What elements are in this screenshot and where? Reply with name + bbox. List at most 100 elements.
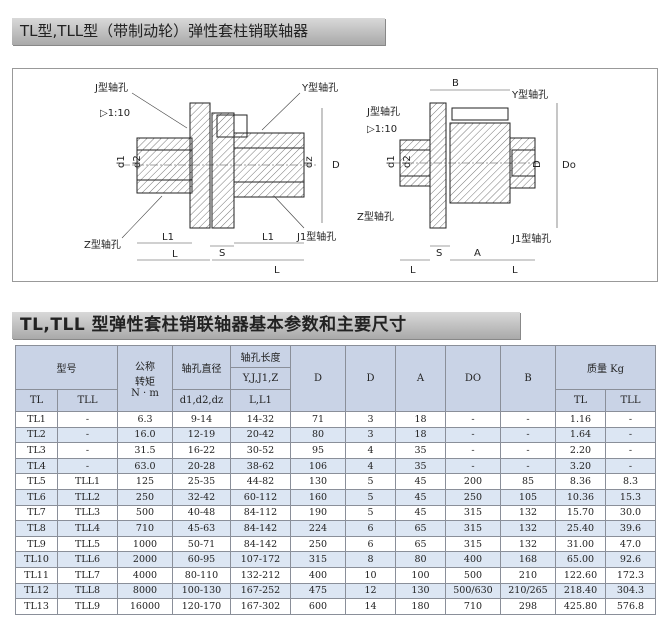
- table-cell: 710: [445, 598, 501, 615]
- table-cell: 92.6: [605, 551, 656, 568]
- table-cell: 14-32: [230, 411, 291, 428]
- table-cell: 107-172: [230, 551, 291, 568]
- table-row: TL1-6.3 9-14 14-32 71 3 18- -1.16-: [15, 411, 656, 428]
- drawing-label: dz: [304, 156, 315, 168]
- table-cell: 16000: [117, 598, 173, 615]
- header-cell: TL: [555, 389, 606, 412]
- table-cell: 39.6: [605, 520, 656, 537]
- table-cell: 250: [117, 488, 173, 506]
- table-cell: 132-212: [230, 566, 291, 584]
- drawing-label: S: [436, 248, 442, 259]
- table-cell: 315: [445, 520, 501, 537]
- table-cell: 105: [500, 488, 556, 506]
- table-row: TL11 TLL7 4000 80-110 132-212 400 10 100 500 210 1…: [15, 566, 656, 584]
- table-cell: -: [445, 457, 501, 475]
- table-cell: 38-62: [230, 457, 291, 475]
- table-cell: 6.3: [117, 411, 173, 428]
- table-cell: 65: [395, 520, 446, 537]
- table-cell: 30-52: [230, 442, 291, 459]
- table-cell: 63.0: [117, 457, 173, 475]
- table-cell: 8.36: [555, 473, 606, 490]
- table-cell: 95: [290, 442, 346, 459]
- table-cell: 45-63: [172, 520, 231, 537]
- header-cell: 轴孔直径: [172, 345, 231, 390]
- parameter-table: 型号 公称 转矩 N · m 轴孔直径 轴孔长度 D D A DO B 质量 K…: [15, 345, 656, 615]
- table-cell: 45: [395, 504, 446, 522]
- table-cell: 120-170: [172, 598, 231, 615]
- table-cell: 400: [445, 551, 501, 568]
- table-cell: 20-42: [230, 426, 291, 444]
- table-cell: 80: [395, 551, 446, 568]
- table-row: TL13 TLL9 16000 120-170 167-302 600 14 180 710 29…: [15, 598, 656, 615]
- table-cell: TL10: [15, 551, 58, 568]
- table-cell: TL4: [15, 457, 58, 475]
- header-cell: 型号: [15, 345, 118, 390]
- table-body: TL1-6.3 9-14 14-32 71 3 18- -1.16- TL2-16.0 12-1…: [15, 411, 656, 615]
- drawing-label: S: [219, 248, 225, 259]
- table-cell: 60-112: [230, 488, 291, 506]
- table-cell: 315: [445, 535, 501, 553]
- header-cell: DO: [445, 345, 501, 412]
- table-cell: TLL7: [57, 566, 118, 584]
- table-cell: 25-35: [172, 473, 231, 490]
- table-cell: 9-14: [172, 411, 231, 428]
- table-cell: -: [445, 426, 501, 444]
- table-row: TL4-63.0 20-28 38-62 106 4 35- -3.20-: [15, 457, 656, 475]
- table-cell: 210/265: [500, 582, 556, 600]
- table-cell: 31.00: [555, 535, 606, 553]
- table-cell: 218.40: [555, 582, 606, 600]
- table-cell: -: [57, 457, 118, 475]
- table-row: TL9 TLL5 1000 50-71 84-142 250 6 65 315 132 31.00 4…: [15, 535, 656, 553]
- table-cell: 180: [395, 598, 446, 615]
- table-cell: 475: [290, 582, 346, 600]
- table-row: TL3-31.5 16-22 30-52 95 4 35- -2.20-: [15, 442, 656, 459]
- table-cell: 172.3: [605, 566, 656, 584]
- header-cell: 质量 Kg: [555, 345, 656, 390]
- table-cell: 16.0: [117, 426, 173, 444]
- table-cell: 18: [395, 411, 446, 428]
- table-cell: 6: [345, 535, 396, 553]
- table-cell: 30.0: [605, 504, 656, 522]
- table-cell: 167-252: [230, 582, 291, 600]
- table-cell: TL6: [15, 488, 58, 506]
- table-cell: 3: [345, 426, 396, 444]
- table-cell: 132: [500, 535, 556, 553]
- title-banner: TL型,TLL型（带制动轮）弹性套柱销联轴器: [12, 18, 385, 45]
- table-cell: 224: [290, 520, 346, 537]
- table-row: TL12 TLL8 8000 100-130 167-252 475 12 130 500/63…: [15, 582, 656, 600]
- table-cell: TL1: [15, 411, 58, 428]
- table-cell: 122.60: [555, 566, 606, 584]
- table-cell: 65.00: [555, 551, 606, 568]
- table-cell: 190: [290, 504, 346, 522]
- table-cell: 100-130: [172, 582, 231, 600]
- table-cell: TLL5: [57, 535, 118, 553]
- table-cell: TLL1: [57, 473, 118, 490]
- header-cell: A: [395, 345, 446, 412]
- table-cell: 425.80: [555, 598, 606, 615]
- table-cell: 5: [345, 488, 396, 506]
- table-cell: 710: [117, 520, 173, 537]
- header-cell: d1,d2,dz: [172, 389, 231, 412]
- table-cell: 4000: [117, 566, 173, 584]
- table-cell: TLL2: [57, 488, 118, 506]
- drawing-label: J型轴孔: [366, 105, 400, 118]
- table-cell: 5: [345, 504, 396, 522]
- table-cell: TL5: [15, 473, 58, 490]
- table-cell: 10.36: [555, 488, 606, 506]
- header-cell: 公称 转矩 N · m: [117, 345, 173, 412]
- table-cell: 210: [500, 566, 556, 584]
- table-cell: 106: [290, 457, 346, 475]
- header-cell: 轴孔长度: [230, 345, 291, 368]
- drawing-label: A: [474, 248, 481, 259]
- table-cell: 15.3: [605, 488, 656, 506]
- table-cell: 85: [500, 473, 556, 490]
- table-row: TL2-16.0 12-19 20-42 80 3 18- -1.64-: [15, 426, 656, 444]
- table-cell: 500/630: [445, 582, 501, 600]
- drawing-label: L: [512, 265, 518, 276]
- drawing-label: L: [172, 249, 178, 260]
- table-cell: TL13: [15, 598, 58, 615]
- table-cell: -: [500, 457, 556, 475]
- drawing-label: Do: [562, 160, 576, 171]
- table-cell: 65: [395, 535, 446, 553]
